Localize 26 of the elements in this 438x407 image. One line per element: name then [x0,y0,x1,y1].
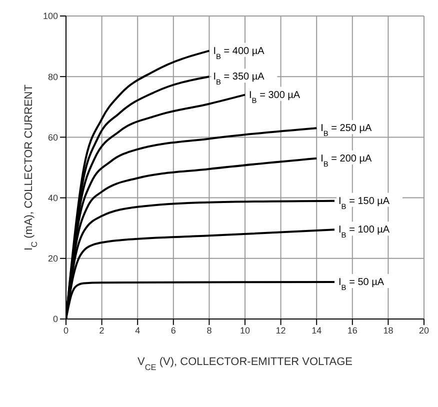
x-tick-label: 6 [170,325,176,336]
y-tick-label: 80 [48,72,58,82]
series-label: I$_{B}$ = 400 µA [213,46,265,60]
x-tick-label: 20 [418,325,430,336]
y-tick-label: 100 [42,11,58,22]
series-label: I$_{B}$ = 100 µA [338,224,390,240]
x-tick-label: 4 [135,325,140,336]
x-tick-label: 2 [99,325,104,336]
series-label: I$_{B}$ = 350 µA [213,72,265,86]
y-tick-label: 40 [48,192,58,203]
series-label: I$_{B}$ = 250 µA [320,123,372,138]
y-tick-label: 60 [48,132,58,142]
x-tick-label: 16 [347,325,358,336]
x-tick-label: 0 [63,325,69,336]
series-label: I$_{B}$ = 50 µA [338,277,384,292]
x-axis-title: V$_{CE}$ (V), COLLECTOR-EMITTER VOLTAGE [137,356,353,372]
x-tick-label: 12 [276,325,286,336]
y-tick-label: 20 [48,254,58,264]
x-tick-label: 10 [240,325,250,336]
x-tick-label: 14 [312,325,322,336]
x-tick-label: 8 [206,325,212,336]
series-label: I$_{B}$ = 150 µA [338,196,390,210]
y-tick-label: 0 [52,314,58,324]
series-label: I$_{B}$ = 200 µA [320,153,372,168]
x-tick-label: 18 [383,325,394,336]
series-label: I$_{B}$ = 300 µA [249,90,300,104]
